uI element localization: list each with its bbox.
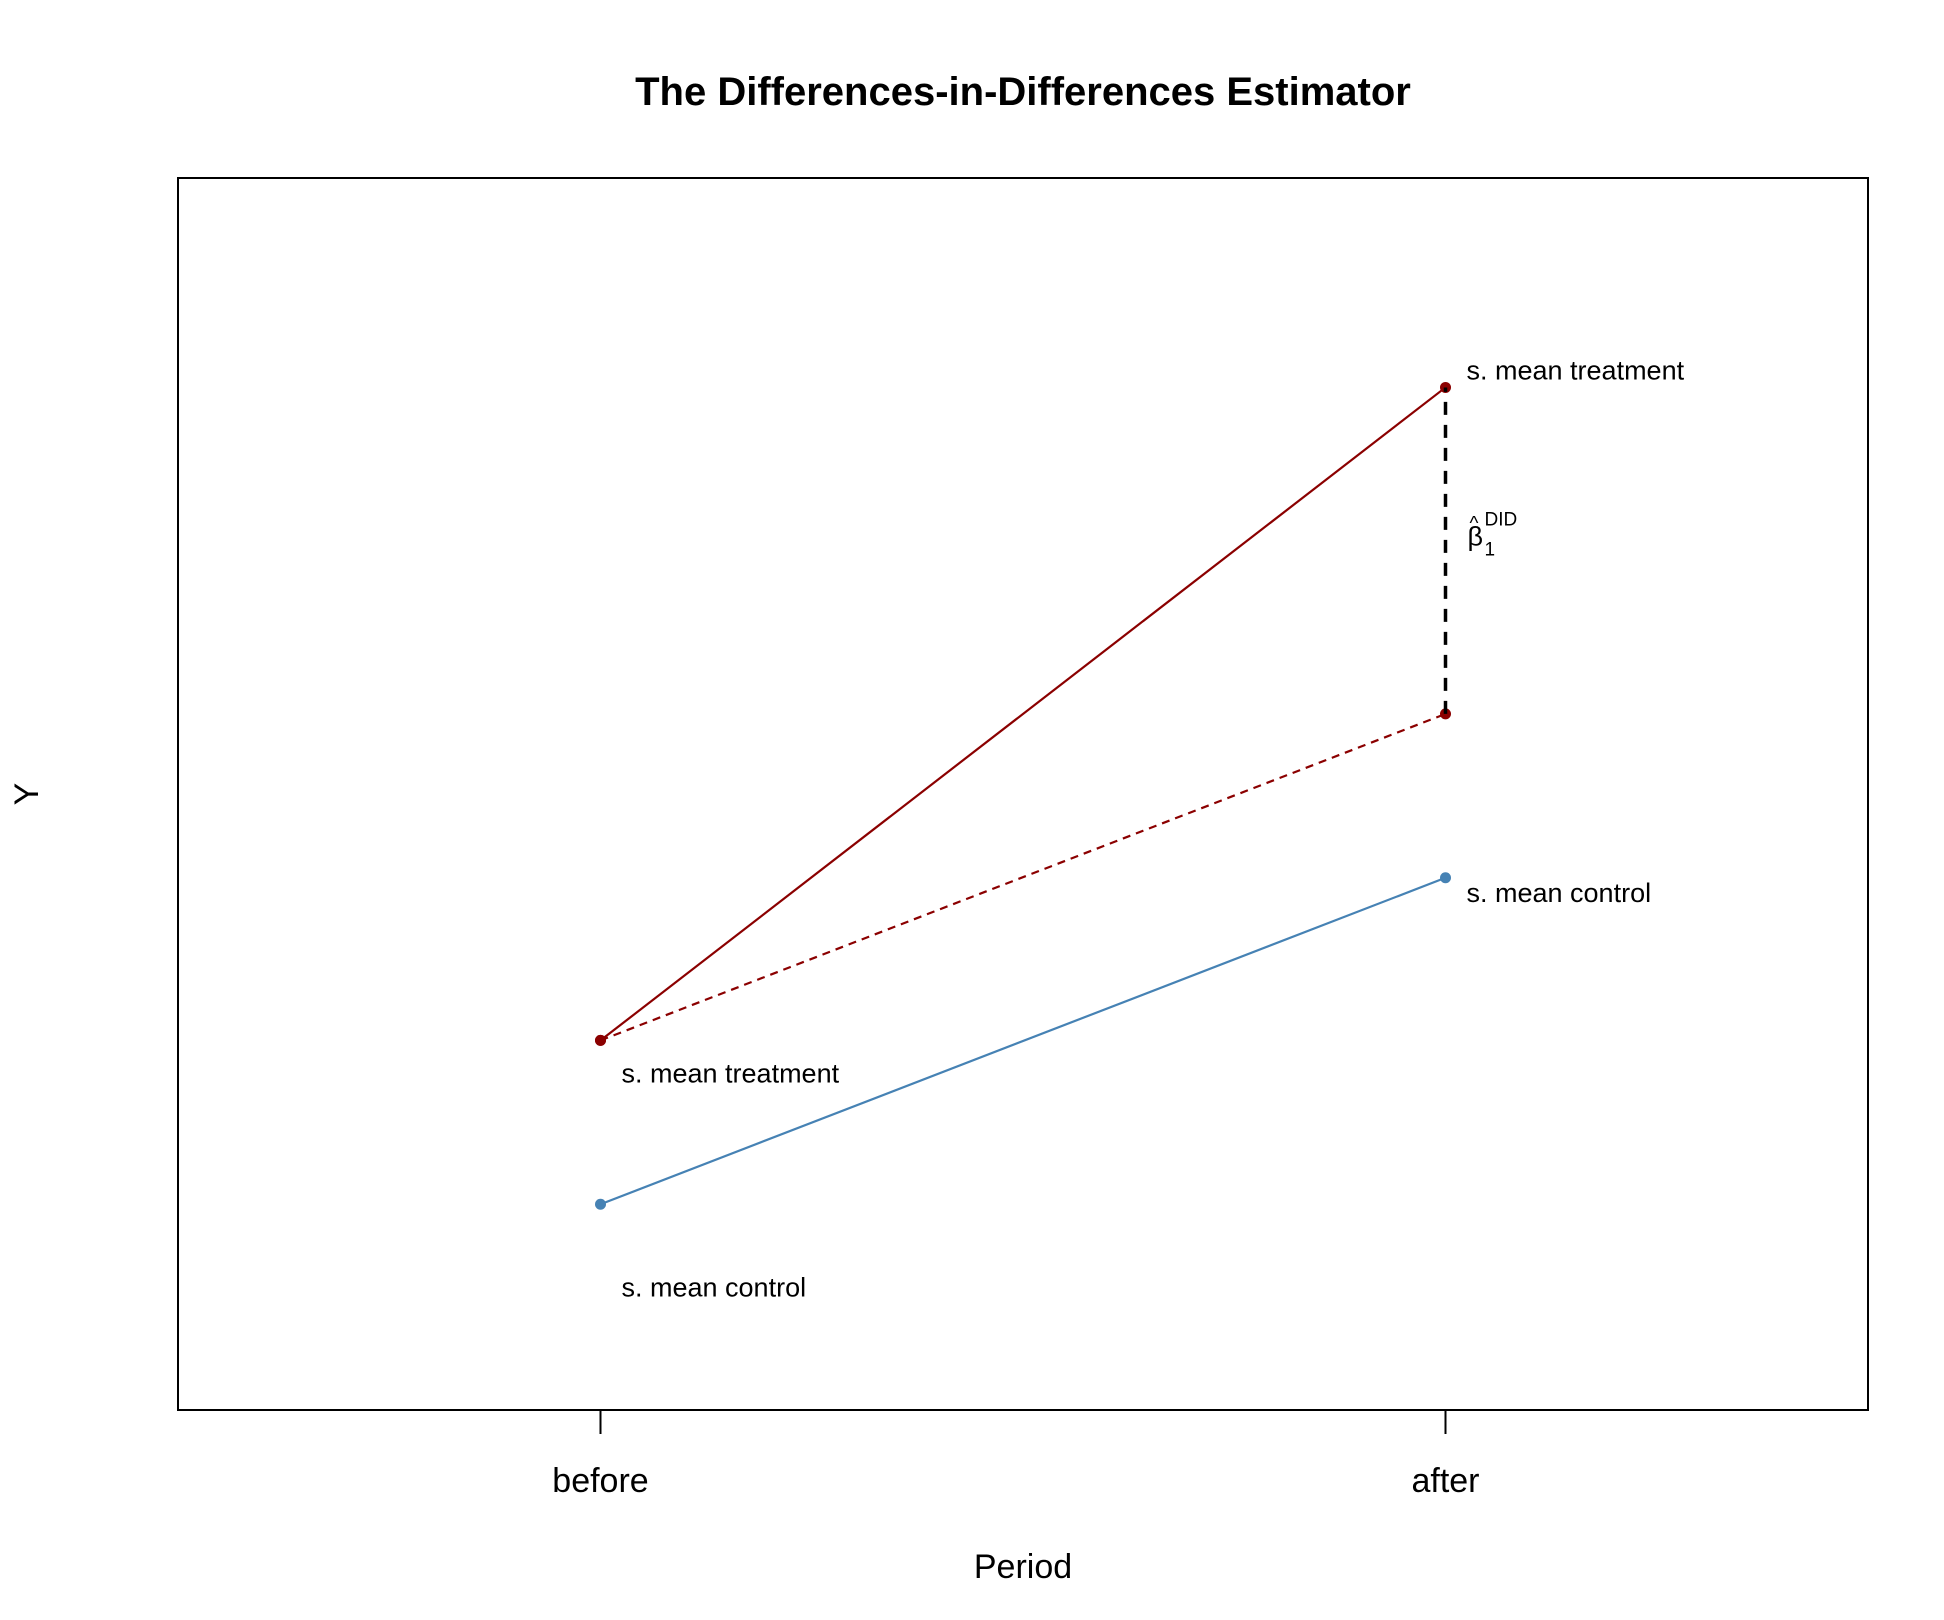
x-tick-label-after: after bbox=[1411, 1462, 1479, 1500]
x-axis-ticks: before after bbox=[552, 1410, 1480, 1500]
x-tick-label-before: before bbox=[552, 1462, 648, 1500]
beta-subscript: 1 bbox=[1485, 540, 1496, 561]
counterfactual-treatment-line bbox=[600, 712, 1446, 1042]
chart-title: The Differences-in-Differences Estimator bbox=[635, 70, 1411, 114]
counterfactual-treatment-point-before bbox=[595, 1034, 606, 1046]
did-annotation: ^β 1 DID bbox=[1443, 387, 1518, 714]
plot-frame bbox=[177, 177, 1869, 1411]
control-line bbox=[600, 876, 1446, 1206]
series-layer bbox=[595, 381, 1451, 1210]
treatment-label-after: s. mean treatment bbox=[1467, 355, 1685, 385]
control-label-after: s. mean control bbox=[1467, 878, 1652, 908]
control-label-before: s. mean control bbox=[622, 1272, 807, 1302]
control-point-before bbox=[595, 1198, 606, 1210]
y-axis-label: Y bbox=[8, 783, 46, 806]
treatment-line bbox=[599, 386, 1447, 1042]
control-point-after bbox=[1440, 872, 1451, 884]
beta-superscript: DID bbox=[1485, 510, 1518, 531]
point-label-layer: s. mean treatment s. mean treatment s. mea… bbox=[622, 355, 1685, 1302]
treatment-label-before: s. mean treatment bbox=[622, 1058, 840, 1088]
beta-hat-mark: ^ bbox=[1470, 514, 1479, 535]
beta-symbol: β bbox=[1468, 522, 1484, 552]
x-axis-label: Period bbox=[974, 1548, 1072, 1586]
